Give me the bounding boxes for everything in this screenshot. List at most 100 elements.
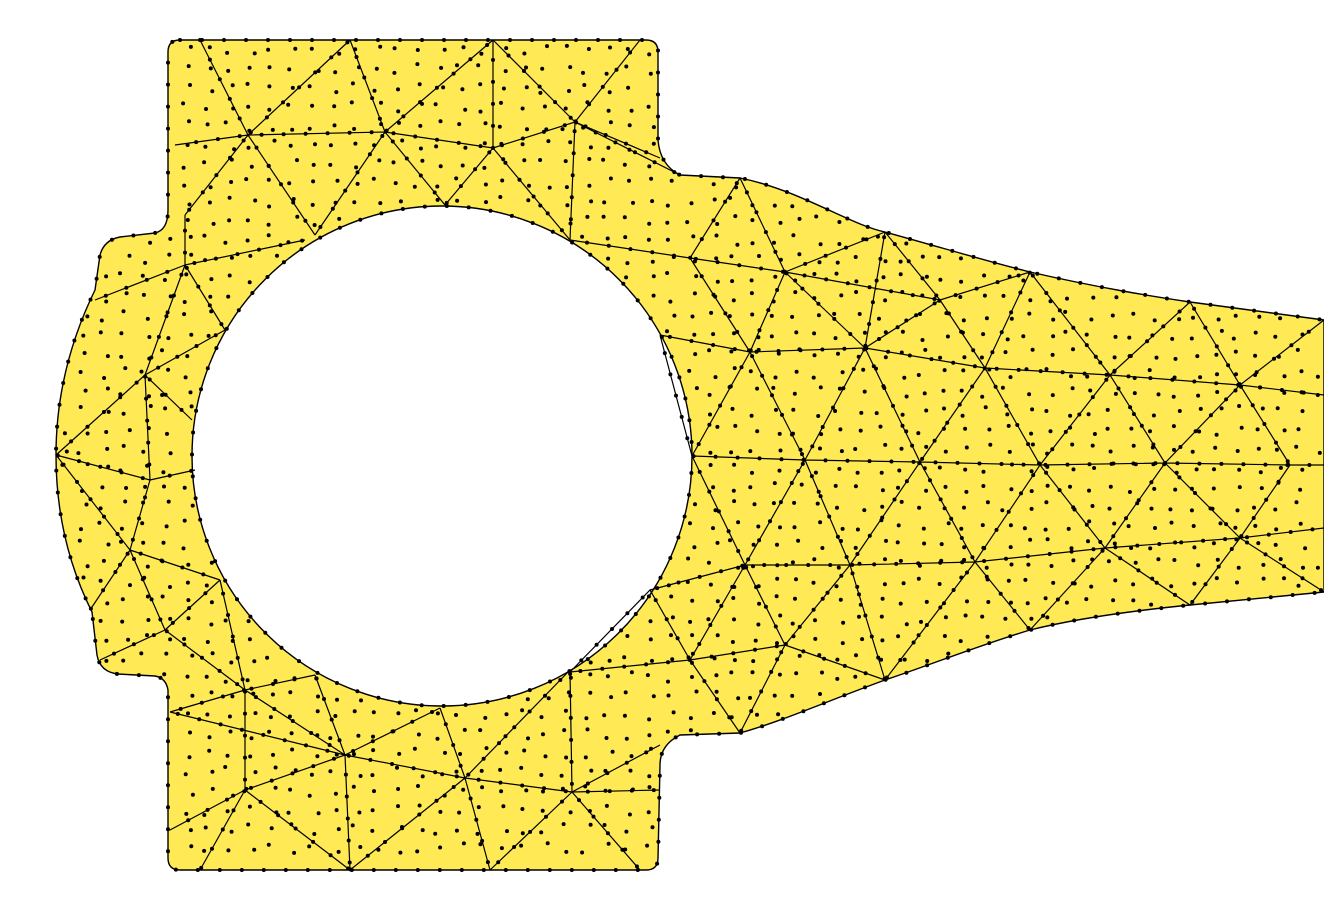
mesh-node [833, 409, 838, 413]
mesh-node [1299, 369, 1304, 374]
mesh-node [1092, 466, 1097, 470]
mesh-node [1077, 412, 1082, 417]
mesh-node [770, 393, 774, 398]
mesh-node [934, 293, 939, 298]
mesh-node [1113, 391, 1118, 396]
mesh-node [393, 868, 398, 872]
mesh-node [84, 502, 89, 507]
mesh-node [999, 462, 1004, 466]
mesh-node [461, 841, 466, 846]
mesh-node [656, 817, 661, 822]
mesh-node [1088, 388, 1093, 393]
mesh-node [289, 731, 294, 736]
mesh-node [1128, 405, 1133, 410]
mesh-node [254, 145, 259, 150]
mesh-node [568, 671, 573, 676]
mesh-node [1057, 488, 1062, 493]
mesh-node [106, 409, 111, 414]
mesh-node [689, 339, 694, 343]
mesh-node [350, 823, 355, 828]
mesh-node [1177, 317, 1182, 322]
mesh-node [332, 38, 336, 42]
mesh-node [290, 771, 295, 776]
mesh-node [105, 386, 110, 391]
mesh-node [1087, 462, 1092, 467]
mesh-node [813, 618, 817, 623]
mesh-node [1273, 311, 1278, 316]
mesh-node [711, 218, 716, 223]
mesh-node [160, 348, 164, 353]
mesh-node [147, 377, 152, 382]
mesh-node [748, 369, 753, 374]
mesh-node [442, 38, 446, 42]
mesh-node [443, 722, 448, 727]
mesh-node [1131, 461, 1136, 466]
mesh-node [479, 768, 484, 773]
mesh-node [182, 183, 187, 188]
mesh-node [334, 808, 339, 813]
mesh-node [77, 459, 81, 464]
mesh-node [692, 291, 697, 296]
mesh-node [539, 830, 544, 835]
mesh-node [751, 564, 755, 569]
mesh-node [809, 474, 814, 479]
mesh-node [1157, 542, 1162, 546]
mesh-node [960, 413, 965, 418]
mesh-node [711, 332, 716, 337]
mesh-node [278, 243, 283, 248]
mesh-node [538, 90, 543, 95]
mesh-node [553, 100, 558, 105]
mesh-node [202, 813, 207, 817]
mesh-node [123, 499, 128, 504]
mesh-node [972, 364, 977, 369]
mesh-node [851, 366, 856, 371]
mesh-node [160, 594, 165, 599]
mesh-node [328, 769, 333, 774]
mesh-node [1001, 293, 1006, 298]
mesh-node [666, 660, 670, 665]
mesh-node [1272, 356, 1276, 361]
mesh-node [273, 679, 278, 683]
mesh-node [209, 600, 214, 605]
mesh-node [774, 594, 779, 599]
mesh-node [560, 786, 565, 791]
mesh-node [1282, 390, 1287, 395]
mesh-node [106, 542, 111, 547]
mesh-node [818, 520, 823, 525]
mesh-node [794, 369, 799, 374]
mesh-node [272, 707, 277, 711]
mesh-node [456, 140, 461, 145]
mesh-node [820, 546, 825, 550]
mesh-node [1143, 292, 1148, 297]
mesh-node [900, 412, 905, 417]
mesh-node [491, 57, 495, 62]
mesh-node [881, 275, 886, 280]
mesh-node [669, 633, 673, 638]
mesh-node [699, 274, 704, 279]
mesh-node [763, 230, 768, 235]
mesh-node [314, 676, 319, 681]
mesh-node [1056, 276, 1061, 281]
mesh-node [855, 527, 860, 532]
mesh-node [347, 860, 352, 865]
mesh-node [784, 190, 789, 194]
mesh-node [562, 123, 567, 128]
mesh-node [1186, 299, 1191, 304]
mesh-node [544, 814, 548, 819]
mesh-node [491, 101, 495, 106]
mesh-node [648, 637, 653, 642]
mesh-node [837, 466, 842, 471]
mesh-node [624, 760, 629, 765]
mesh-node [1071, 505, 1076, 510]
mesh-node [235, 252, 240, 257]
mesh-node [1145, 339, 1150, 344]
mesh-node [900, 290, 905, 294]
mesh-node [188, 828, 193, 833]
mesh-node [715, 279, 720, 284]
mesh-node [564, 755, 569, 760]
mesh-node [187, 755, 192, 760]
mesh-node [418, 123, 423, 128]
mesh-node [993, 384, 998, 389]
mesh-node [273, 765, 278, 770]
mesh-node [924, 623, 929, 627]
